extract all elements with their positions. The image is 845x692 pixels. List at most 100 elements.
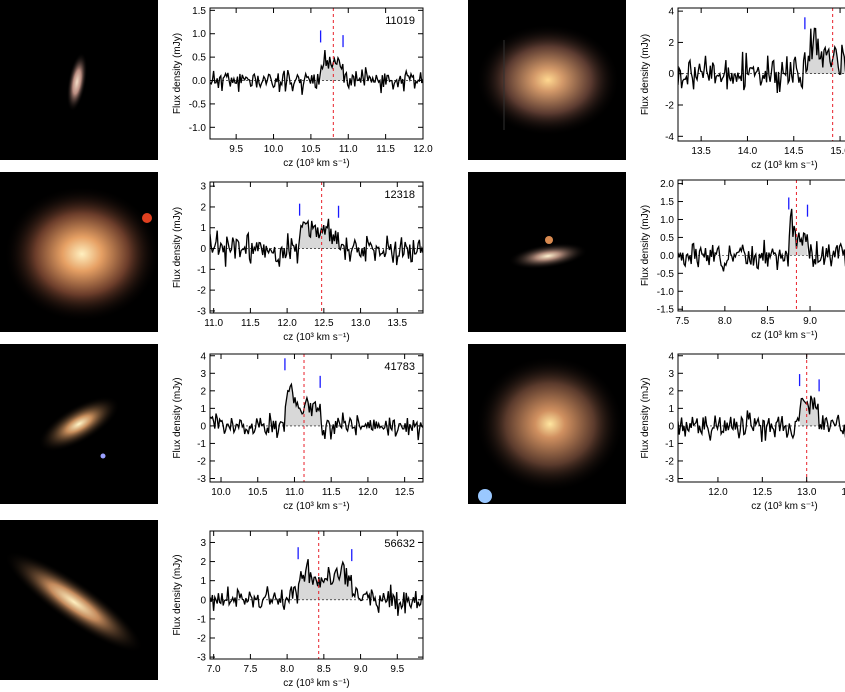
y-tick-label: -2 — [665, 101, 674, 112]
y-tick-label: 2.0 — [660, 179, 674, 190]
spectrum-line — [210, 218, 423, 267]
galaxy-image-lower-right — [468, 344, 626, 504]
x-tick-label: 13.0 — [797, 487, 817, 498]
spectrum-line — [678, 395, 845, 442]
y-axis-title: Flux density (mJy) — [172, 33, 183, 114]
y-tick-label: 1.0 — [192, 29, 206, 40]
y-axis-title: Flux density (mJy) — [172, 554, 183, 635]
y-tick-label: -1 — [197, 265, 206, 276]
x-tick-label: 12.5 — [395, 487, 415, 498]
plot-frame — [209, 181, 424, 314]
x-axis-title: cz (10³ km s⁻¹) — [283, 332, 349, 343]
y-tick-label: 3 — [200, 182, 206, 193]
y-tick-label: -2 — [197, 286, 206, 297]
x-tick-label: 11.0 — [339, 144, 358, 155]
x-tick-label: 9.5 — [390, 664, 404, 675]
x-tick-label: 11.0 — [204, 318, 223, 329]
x-tick-label: 11.5 — [322, 487, 341, 498]
x-tick-label: 7.5 — [675, 316, 689, 327]
y-tick-label: 4 — [200, 351, 206, 362]
y-tick-label: 0 — [200, 244, 206, 255]
y-tick-label: -3 — [665, 474, 674, 485]
x-tick-label: 10.0 — [211, 487, 231, 498]
x-tick-label: 15.0 — [830, 146, 845, 157]
y-tick-label: 0.0 — [660, 251, 674, 262]
spectrum-plot-41783: 10.0 10.5 11.0 11.5 12.0 12.5 -3 -2 -1 0 1 2 3 4 cz (1… — [172, 351, 424, 512]
plot-area — [210, 531, 423, 659]
x-tick-label: 12.0 — [358, 487, 378, 498]
y-tick-label: -2 — [197, 633, 206, 644]
x-tick-label: 11.5 — [241, 318, 260, 329]
plot-frame — [209, 353, 424, 483]
y-tick-label: -0.5 — [657, 269, 675, 280]
y-tick-label: 1 — [200, 576, 206, 587]
y-tick-label: 0 — [200, 421, 206, 432]
y-tick-label: 0 — [668, 421, 674, 432]
y-axis-title: Flux density (mJy) — [640, 34, 651, 115]
plot-area — [678, 354, 845, 482]
x-tick-label: 11.5 — [376, 144, 395, 155]
plot-frame — [677, 7, 845, 142]
x-tick-label: 13.5 — [388, 318, 408, 329]
x-tick-label: 10.5 — [248, 487, 268, 498]
x-tick-label: 9.0 — [354, 664, 368, 675]
x-tick-label: 8.0 — [718, 316, 732, 327]
y-tick-label: -0.5 — [189, 99, 207, 110]
galaxy-id-label: 12318 — [384, 189, 415, 201]
x-axis-title: cz (10³ km s⁻¹) — [751, 501, 817, 512]
plot-area — [210, 182, 423, 313]
y-tick-label: -2 — [665, 456, 674, 467]
y-tick-label: 0.5 — [660, 233, 674, 244]
galaxy-image-56632 — [0, 520, 158, 680]
y-tick-label: 0 — [668, 69, 674, 80]
y-tick-label: 3 — [200, 538, 206, 549]
x-axis-title: cz (10³ km s⁻¹) — [283, 678, 349, 689]
x-tick-label: 12.0 — [413, 144, 433, 155]
y-axis-title: Flux density (mJy) — [172, 377, 183, 458]
plot-area — [678, 8, 845, 141]
spectrum-line — [210, 382, 423, 441]
spectrum-plot-lower-right: 12.0 12.5 13.0 13.5 -3 -2 -1 0 1 2 3 4 cz (10³ km s⁻… — [640, 351, 845, 512]
y-tick-label: 4 — [668, 7, 674, 18]
galaxy-id-label: 56632 — [384, 538, 415, 550]
y-tick-label: 1 — [200, 223, 206, 234]
x-tick-label: 12.5 — [753, 487, 773, 498]
galaxy-image-middle-right — [468, 172, 626, 332]
x-tick-label: 13.5 — [841, 487, 845, 498]
x-tick-label: 10.5 — [301, 144, 321, 155]
galaxy-image-41783 — [0, 344, 158, 504]
signal-fill — [321, 50, 343, 81]
y-tick-label: 0.0 — [192, 76, 206, 87]
x-tick-label: 8.0 — [280, 664, 294, 675]
x-axis-title: cz (10³ km s⁻¹) — [751, 160, 817, 171]
x-tick-label: 13.0 — [351, 318, 371, 329]
x-axis-title: cz (10³ km s⁻¹) — [283, 501, 349, 512]
x-tick-label: 7.5 — [243, 664, 257, 675]
galaxy-image-12318 — [0, 172, 158, 332]
y-tick-label: 1 — [200, 404, 206, 415]
spectrum-plot-middle-right: 7.58.08.59.09.5-1.5-1.0-0.50.00.51.01.52… — [640, 179, 845, 341]
y-tick-label: 0 — [200, 595, 206, 606]
y-tick-label: 4 — [668, 351, 674, 362]
y-tick-label: -1 — [197, 614, 206, 625]
plot-area — [678, 180, 845, 311]
y-tick-label: -1 — [197, 439, 206, 450]
y-axis-title: Flux density (mJy) — [640, 377, 651, 458]
y-tick-label: 1.5 — [192, 6, 206, 17]
y-tick-label: 3 — [200, 369, 206, 380]
galaxy-id-label: 11019 — [385, 15, 415, 27]
spectrum-line — [678, 208, 845, 272]
y-tick-label: 3 — [668, 369, 674, 380]
x-tick-label: 9.5 — [229, 144, 243, 155]
x-axis-title: cz (10³ km s⁻¹) — [751, 330, 817, 341]
y-tick-label: 0.5 — [192, 53, 206, 64]
spectrum-line — [210, 50, 423, 95]
x-tick-label: 8.5 — [761, 316, 775, 327]
x-tick-label: 7.0 — [207, 664, 221, 675]
y-tick-label: -3 — [197, 306, 206, 317]
plot-area — [210, 8, 423, 139]
signal-fill — [285, 384, 321, 426]
y-tick-label: 2 — [200, 557, 206, 568]
y-tick-label: -1.5 — [657, 305, 675, 316]
